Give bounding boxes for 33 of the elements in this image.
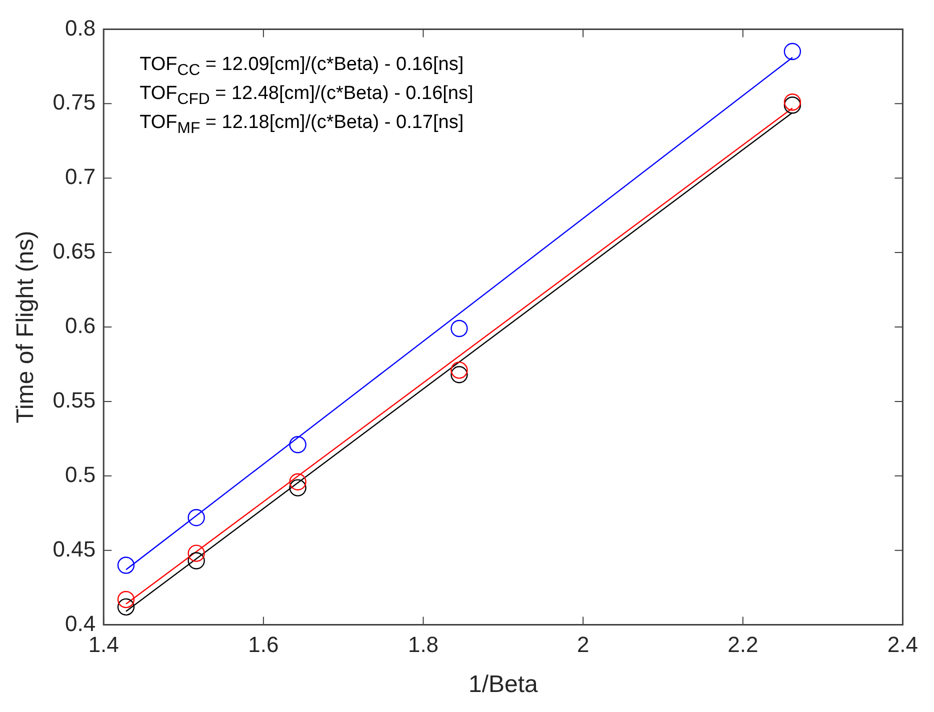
annotation: TOF$_{MF}$ = 12.18[cm]/(c*Beta) - 0.17[ns] (140, 110, 465, 139)
y-tick-label: 0.75 (52, 90, 96, 115)
point (784, 42, 802, 60)
point (450, 366, 468, 384)
point (450, 362, 468, 379)
y-tick-label: 0.55 (52, 388, 96, 413)
y-axis-title: Time of Flight (ns) (12, 230, 40, 424)
x-tick-label: 1.6 (248, 632, 279, 658)
x-tick-label: 2.4 (887, 632, 918, 658)
point (289, 436, 306, 454)
point (784, 94, 802, 111)
point (188, 508, 205, 526)
point (117, 556, 135, 574)
y-tick-label: 0.5 (65, 462, 96, 487)
point (784, 96, 802, 114)
y-tick-label: 0.8 (65, 15, 96, 40)
point (450, 320, 468, 338)
x-axis-title: 1/Beta (468, 671, 539, 698)
x-tick-label: 1.8 (408, 632, 439, 658)
y-tick-label: 0.45 (52, 536, 96, 562)
annotation: TOF$_{CFD}$ = 12.48[cm]/(c*Beta) - 0.16[ns] (140, 82, 474, 110)
x-tick-label: 2 (576, 632, 590, 658)
point (289, 473, 306, 490)
point (188, 544, 205, 562)
point (188, 552, 205, 570)
point (289, 479, 306, 496)
x-tick-label: 2.2 (728, 632, 758, 658)
y-tick-label: 0.7 (65, 164, 96, 190)
point (117, 598, 135, 616)
point (117, 590, 135, 608)
annotation: TOF$_{CC}$ = 12.09[cm]/(c*Beta) - 0.16[ns] (140, 53, 465, 81)
y-tick-label: 0.6 (65, 313, 96, 338)
y-tick-label: 0.65 (52, 238, 96, 264)
